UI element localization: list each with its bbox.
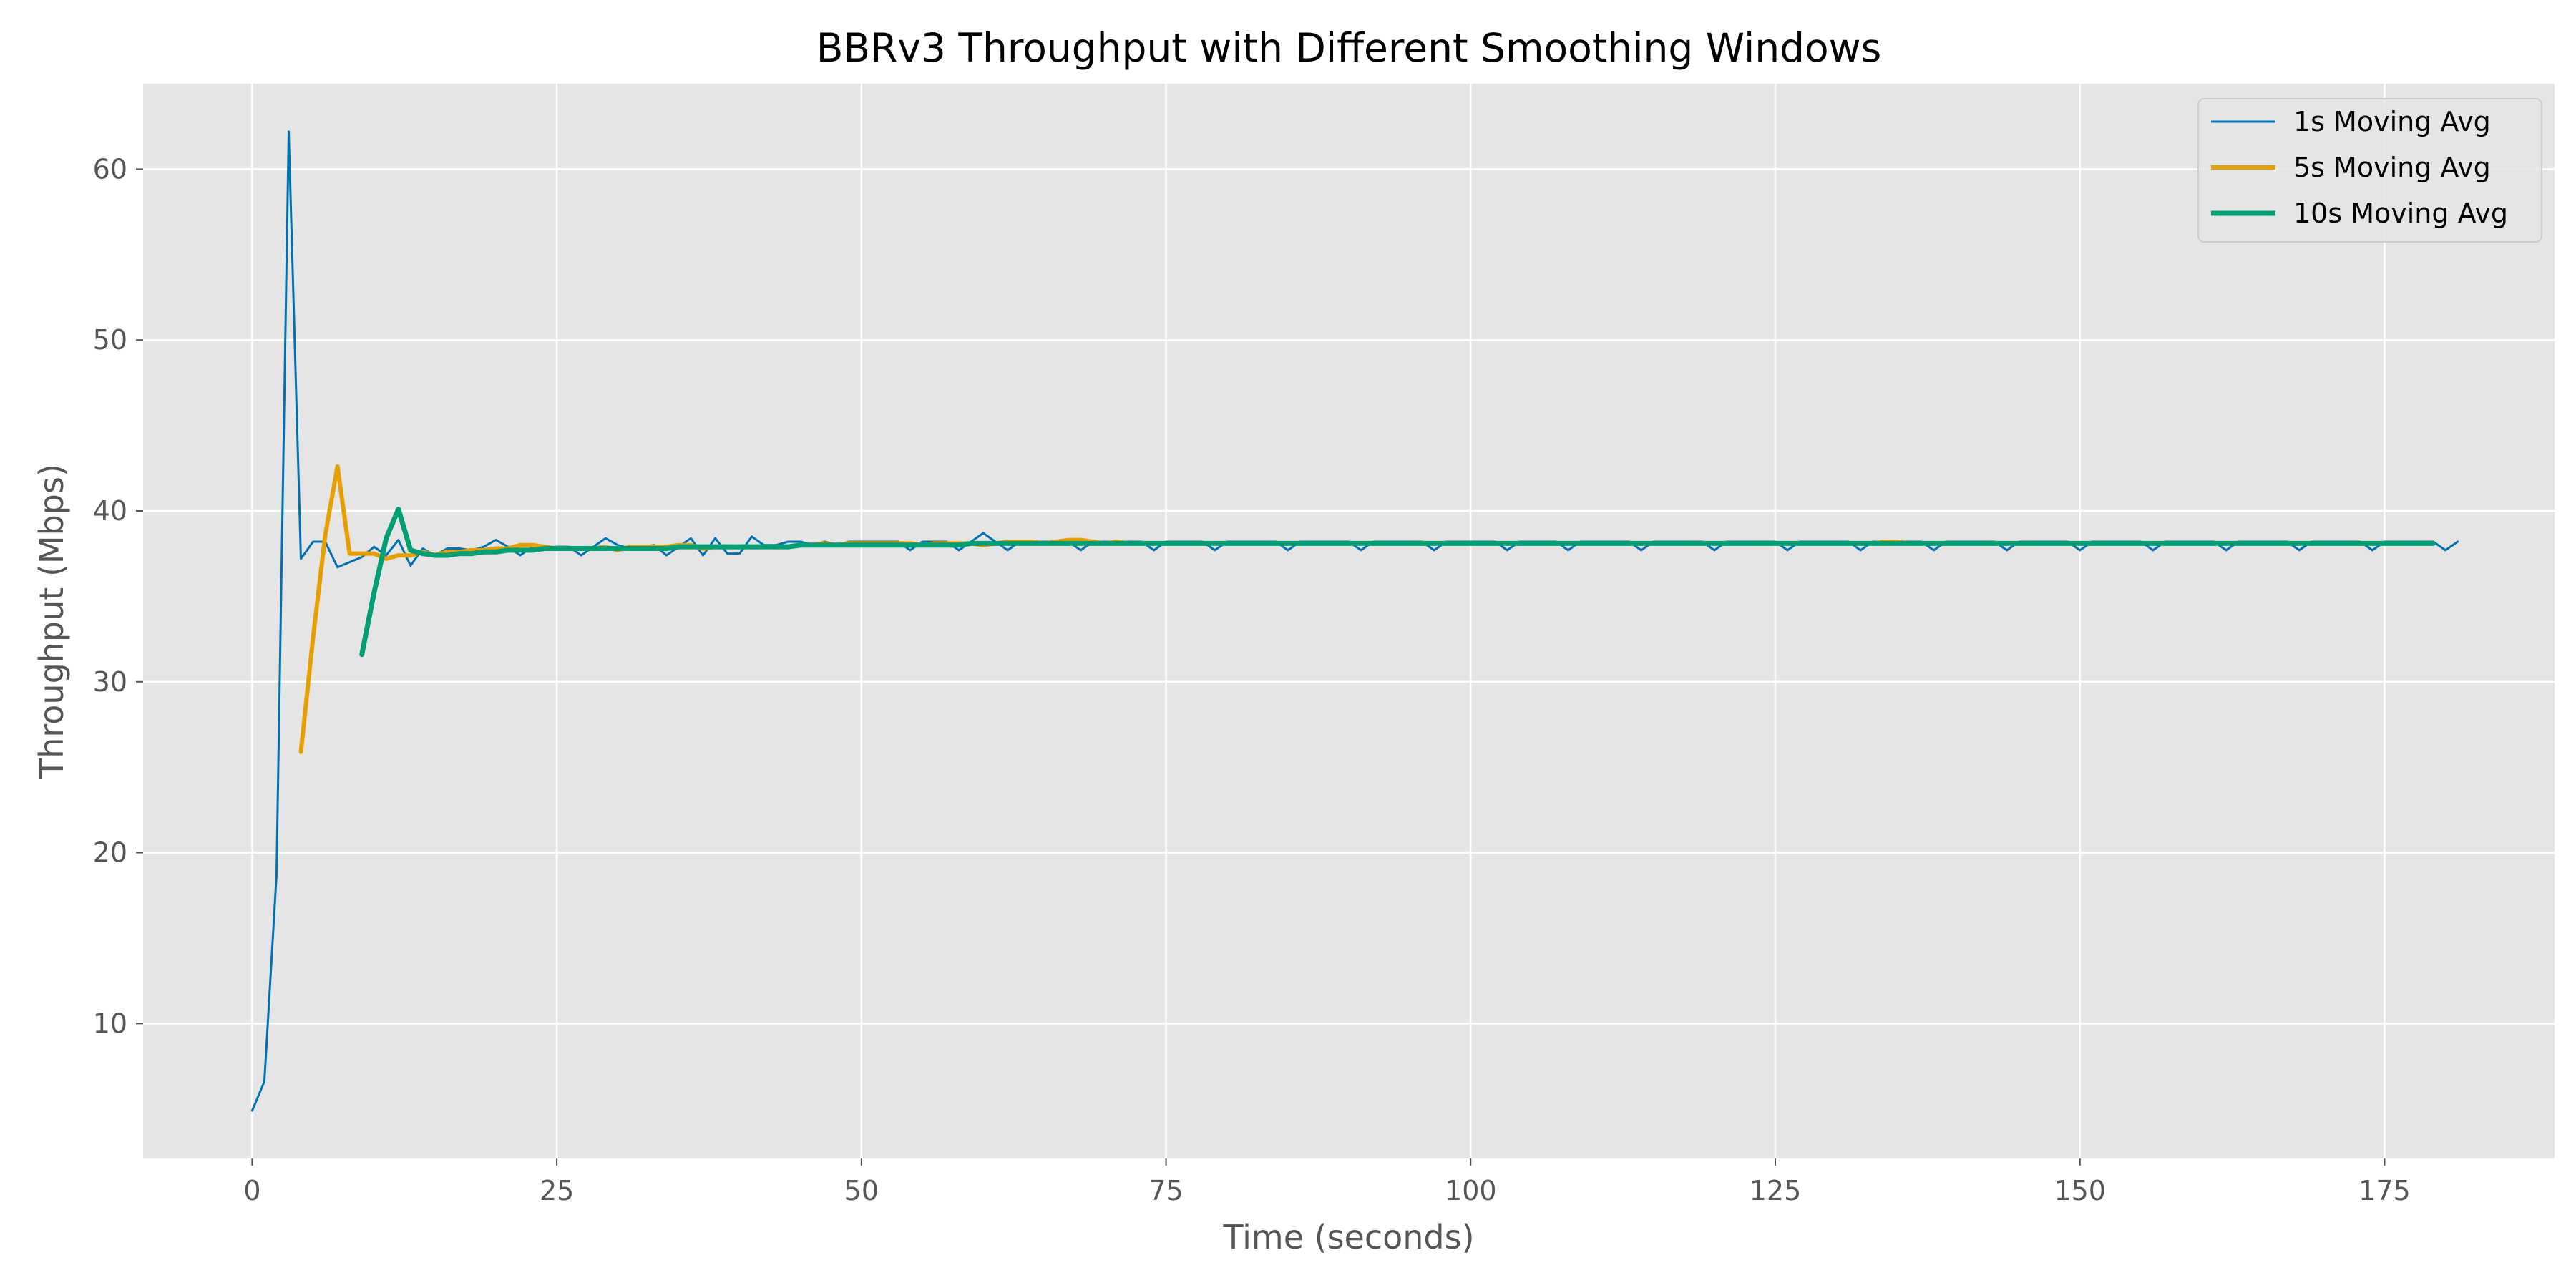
x-tick-label: 175 [2358,1175,2411,1206]
x-tick-label: 50 [844,1175,879,1206]
grid [143,84,2555,1158]
plot-area [143,84,2555,1158]
tick-labels: 0 25 50 75 100 125 150 175 10 20 30 40 50 60 [93,153,2411,1206]
legend-box [2197,98,2542,243]
legend-label-3: 10s Moving Avg [2293,197,2508,229]
y-tick-label: 20 [93,837,127,869]
x-tick-label: 125 [1750,1175,1802,1206]
x-tick-label: 100 [1445,1175,1497,1206]
y-tick-label: 10 [93,1008,127,1039]
x-tick-label: 75 [1148,1175,1183,1206]
series-line-3 [359,507,2436,658]
x-axis-label: Time (seconds) [1222,1218,1474,1257]
y-tick-label: 60 [93,153,127,185]
legend-label-2: 5s Moving Avg [2293,152,2491,183]
x-tick-label: 25 [540,1175,574,1206]
chart-title: BBRv3 Throughput with Different Smoothin… [816,25,1882,71]
legend-label-1: 1s Moving Avg [2293,106,2491,137]
y-tick-label: 30 [93,666,127,698]
y-tick-label: 50 [93,324,127,356]
y-axis-label: Throughput (Mbps) [32,464,71,779]
x-tick-label: 150 [2054,1175,2106,1206]
x-tick-label: 0 [243,1175,260,1206]
legend: 1s Moving Avg 5s Moving Avg 10s Moving Avg [2197,98,2542,243]
y-tick-label: 40 [93,495,127,527]
series-lines [250,130,2459,1112]
